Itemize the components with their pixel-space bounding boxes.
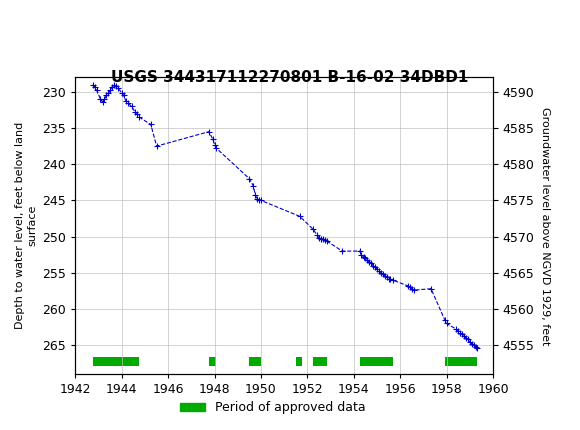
Y-axis label: Depth to water level, feet below land
surface: Depth to water level, feet below land su… (15, 122, 37, 329)
Bar (296, 357, 302, 366)
Legend: Period of approved data: Period of approved data (175, 396, 371, 419)
Bar (313, 357, 327, 366)
Bar (209, 357, 216, 366)
Bar (249, 357, 261, 366)
Text: USGS 344317112270801 B-16-02 34DBD1: USGS 344317112270801 B-16-02 34DBD1 (111, 70, 469, 85)
Y-axis label: Groundwater level above NGVD 1929, feet: Groundwater level above NGVD 1929, feet (540, 107, 550, 345)
Bar (445, 357, 477, 366)
Bar (93, 357, 139, 366)
Bar (360, 357, 393, 366)
Text: ≡USGS: ≡USGS (12, 16, 78, 36)
